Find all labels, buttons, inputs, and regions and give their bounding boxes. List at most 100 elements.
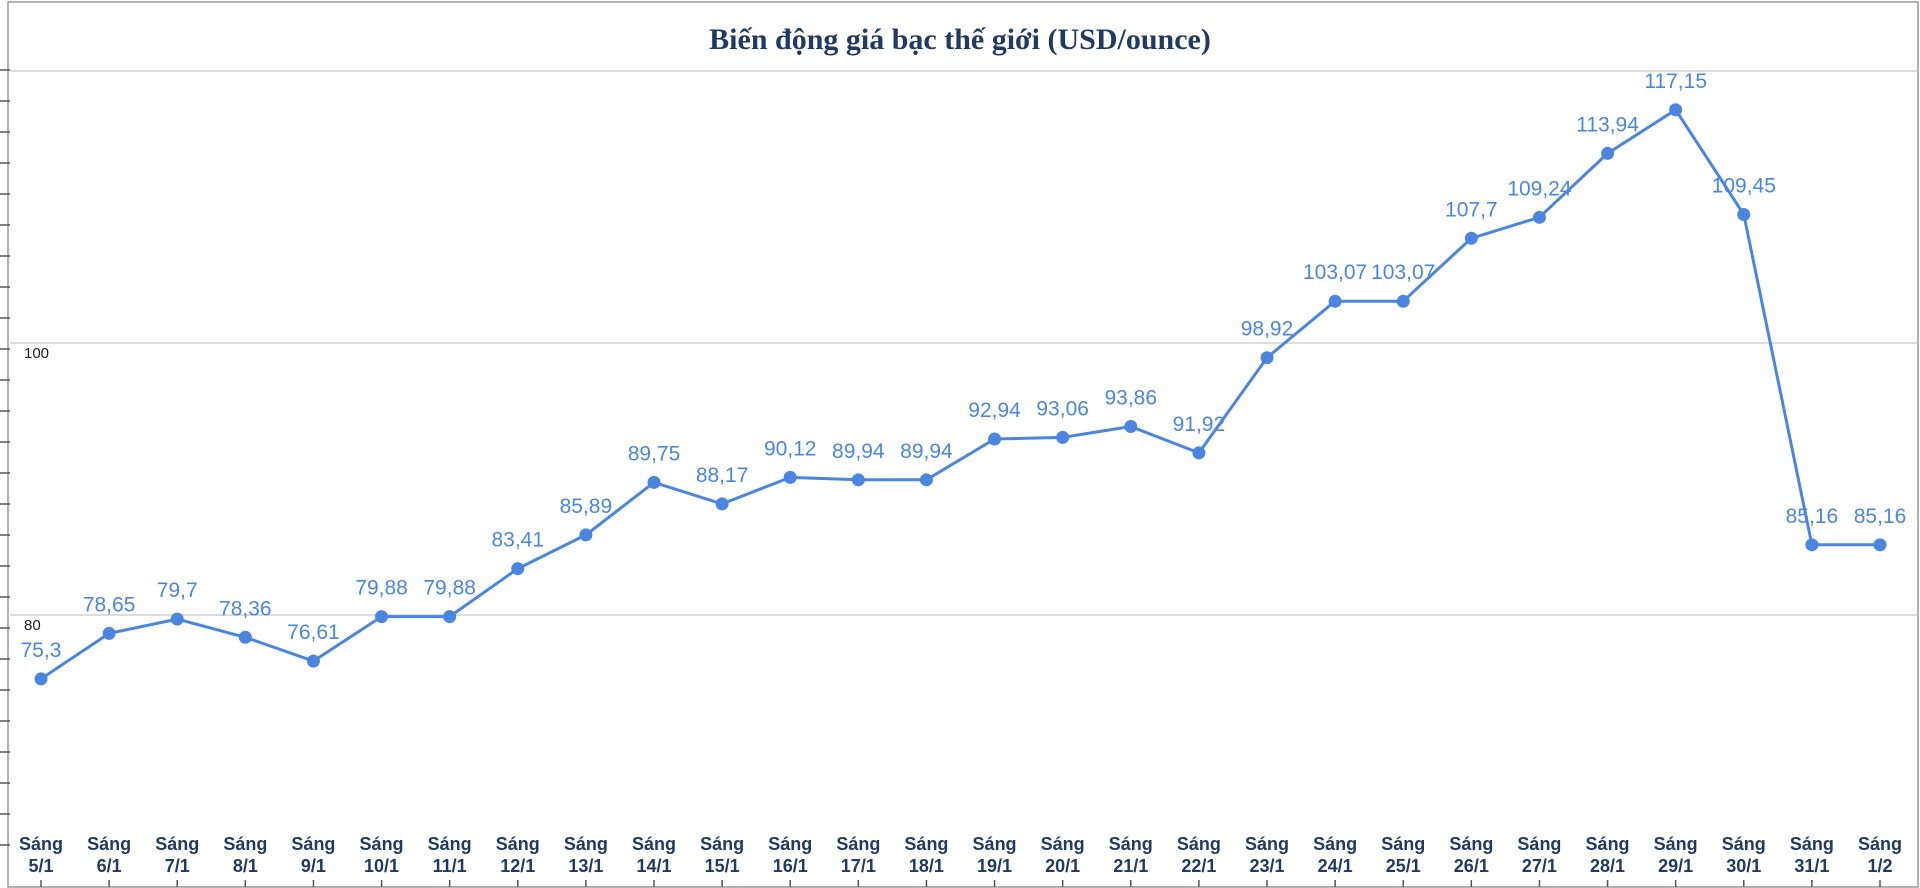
data-label: 78,65: [83, 593, 136, 616]
data-label: 103,07: [1303, 261, 1367, 284]
x-tick-label-line2: 12/1: [500, 856, 535, 876]
x-tick-label-line2: 1/2: [1867, 856, 1892, 876]
data-label: 98,92: [1241, 318, 1294, 341]
x-tick-label-line1: Sáng: [564, 834, 608, 854]
x-tick-label-line2: 18/1: [909, 856, 944, 876]
data-point: [647, 475, 661, 489]
data-label: 91,92: [1173, 413, 1226, 436]
data-label: 85,89: [560, 495, 613, 518]
y-tick-label: 80: [24, 617, 41, 634]
x-tick-label-line2: 7/1: [165, 856, 190, 876]
data-label: 76,61: [287, 621, 340, 644]
x-tick-label-line1: Sáng: [1586, 834, 1630, 854]
x-tick-label-line1: Sáng: [1041, 834, 1085, 854]
data-point: [511, 562, 525, 576]
data-label: 93,86: [1104, 387, 1157, 410]
series-line: [39, 108, 1882, 681]
data-point: [1873, 538, 1887, 552]
data-point: [988, 432, 1002, 446]
x-tick-label-line2: 24/1: [1318, 856, 1353, 876]
data-label: 79,88: [423, 577, 476, 600]
data-point: [170, 612, 184, 626]
data-point: [1192, 446, 1206, 460]
x-tick-label-line2: 16/1: [773, 856, 808, 876]
data-point: [34, 672, 48, 686]
x-tick-label-line1: Sáng: [1654, 834, 1698, 854]
x-tick-label-line1: Sáng: [973, 834, 1017, 854]
x-tick-label-line2: 13/1: [568, 856, 603, 876]
data-point: [1805, 538, 1819, 552]
x-tick-label-line1: Sáng: [223, 834, 267, 854]
data-label: 92,94: [968, 399, 1021, 422]
data-point: [919, 473, 933, 487]
data-point: [1328, 294, 1342, 308]
data-labels-layer: 75,3 78,65 79,7 78,36 76,61 79,88 79,88 83,41 85…: [21, 70, 1907, 662]
x-tick-label-line1: Sáng: [19, 834, 63, 854]
x-tick-label-line1: Sáng: [1381, 834, 1425, 854]
data-point: [238, 630, 252, 644]
data-point: [851, 473, 865, 487]
data-point: [375, 610, 389, 624]
x-tick-label-line2: 29/1: [1658, 856, 1693, 876]
x-tick-label-line1: Sáng: [836, 834, 880, 854]
x-tick-label-line2: 28/1: [1590, 856, 1625, 876]
data-label: 117,15: [1644, 70, 1707, 93]
x-tick-label-line1: Sáng: [87, 834, 131, 854]
data-point: [443, 610, 457, 624]
x-tick-label-line1: Sáng: [291, 834, 335, 854]
x-tick-label-line2: 14/1: [636, 856, 671, 876]
data-label: 83,41: [491, 529, 544, 552]
x-tick-label-line2: 11/1: [433, 856, 467, 876]
data-point: [1737, 207, 1751, 221]
data-label: 103,07: [1371, 261, 1435, 284]
x-tick-label-line1: Sáng: [632, 834, 676, 854]
data-label: 88,17: [696, 464, 749, 487]
x-tick-label-line2: 21/1: [1113, 856, 1148, 876]
x-tick-label-line2: 10/1: [364, 856, 399, 876]
x-tick-label-line2: 6/1: [97, 856, 122, 876]
data-label: 78,36: [219, 597, 272, 620]
data-label: 89,75: [628, 442, 681, 465]
data-label: 113,94: [1576, 113, 1639, 136]
x-tick-label-line2: 5/1: [28, 856, 53, 876]
x-tick-label-line1: Sáng: [1790, 834, 1834, 854]
x-tick-label-line1: Sáng: [1177, 834, 1221, 854]
data-label: 85,16: [1786, 505, 1839, 528]
x-tick-label-line1: Sáng: [360, 834, 404, 854]
x-tick-label-line2: 30/1: [1726, 856, 1761, 876]
x-tick-label-line1: Sáng: [904, 834, 948, 854]
x-tick-label-line1: Sáng: [700, 834, 744, 854]
y-axis: 80 100: [0, 69, 49, 846]
x-tick-label-line1: Sáng: [768, 834, 812, 854]
grid-layer: [10, 70, 1918, 616]
x-tick-label-line1: Sáng: [1109, 834, 1153, 854]
data-point: [1464, 231, 1478, 245]
x-tick-label-line1: Sáng: [1313, 834, 1357, 854]
data-label: 93,06: [1036, 397, 1089, 420]
data-label: 109,24: [1507, 177, 1572, 200]
x-tick-label-line1: Sáng: [1858, 834, 1902, 854]
x-tick-label-line2: 25/1: [1386, 856, 1421, 876]
plot-frame: [7, 1, 1919, 888]
x-tick-label-line1: Sáng: [428, 834, 472, 854]
data-label: 89,94: [832, 440, 885, 463]
